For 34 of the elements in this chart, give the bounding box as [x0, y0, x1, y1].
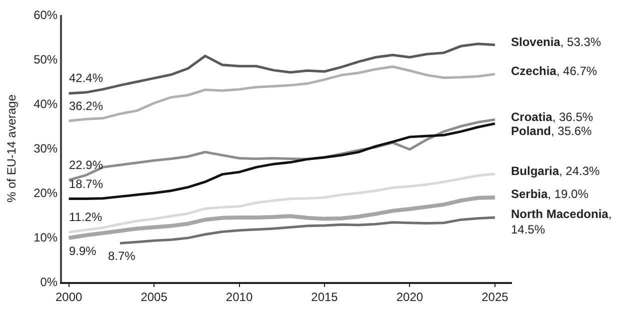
line-series — [68, 42, 496, 95]
data-label: 8.7% — [108, 249, 136, 263]
line-series — [68, 65, 496, 122]
data-label: 9.9% — [69, 244, 97, 258]
line-series — [68, 122, 496, 200]
y-tick-label: 30% — [34, 142, 58, 156]
x-tick-label: 2015 — [311, 290, 338, 304]
x-tick-label: 2020 — [396, 290, 424, 304]
x-tick-label: 2005 — [140, 290, 168, 304]
y-tick-label: 20% — [34, 186, 58, 200]
data-label: Czechia, 46.7% — [511, 64, 598, 78]
y-tick-label: 0% — [40, 275, 58, 290]
data-label: 42.4% — [69, 71, 104, 85]
data-label: 18.7% — [69, 177, 104, 191]
y-tick-label: 50% — [34, 52, 58, 67]
x-tick-label: 2000 — [55, 290, 82, 304]
data-label: Poland, 35.6% — [511, 124, 592, 138]
y-axis-title: % of EU-14 average — [4, 94, 18, 203]
y-tick-label: 10% — [34, 230, 58, 245]
line-series — [66, 195, 497, 240]
x-tick-label: 2025 — [482, 290, 509, 304]
x-tick-label: 2010 — [226, 290, 253, 304]
data-label: 36.2% — [69, 99, 104, 113]
text: North Macedonia, 14.5% — [511, 207, 612, 237]
line-series — [68, 172, 496, 234]
data-label: 11.2% — [69, 210, 102, 224]
data-label: Bulgaria, 24.3% — [511, 164, 600, 178]
data-label: Croatia, 36.5% — [511, 110, 594, 124]
line-series — [118, 216, 496, 245]
data-label: Slovenia, 53.3% — [511, 35, 602, 49]
data-label: Serbia, 19.0% — [511, 187, 589, 201]
data-label: 22.9% — [69, 158, 104, 172]
y-tick-label: 40% — [34, 97, 58, 112]
y-tick-label: 60% — [34, 8, 58, 22]
